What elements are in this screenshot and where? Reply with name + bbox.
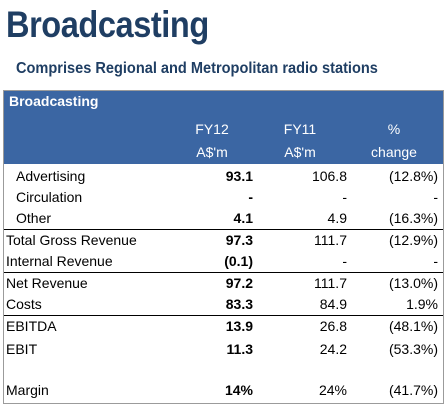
column-header-change: % change — [349, 118, 439, 164]
row-label: Margin — [6, 382, 49, 398]
row-label: Other — [16, 210, 52, 226]
fy12-value: 13.9 — [225, 318, 253, 334]
fy11-value: 111.7 — [314, 275, 347, 291]
fy12-value: 97.3 — [225, 232, 253, 248]
fy12-value: - — [248, 189, 253, 205]
row-label: Total Gross Revenue — [6, 232, 137, 248]
change-value: (48.1%) — [388, 318, 438, 334]
column-header-line2: A$'m — [284, 144, 316, 160]
column-header-line1: FY11 — [283, 121, 317, 137]
column-header-fy11: FY11 A$'m — [258, 118, 342, 164]
fy12-value: 14% — [224, 382, 253, 398]
column-header-line2: A$'m — [196, 144, 228, 160]
change-value: 1.9% — [406, 296, 438, 312]
change-value: (12.9%) — [388, 232, 438, 248]
fy11-value: 26.8 — [319, 318, 347, 334]
table-row: Total Gross Revenue 97.3 111.7 (12.9%) — [4, 229, 443, 251]
fy12-value: 83.3 — [225, 296, 253, 312]
row-label: Net Revenue — [6, 275, 88, 291]
fy12-value: 93.1 — [225, 168, 253, 184]
fy11-value: 84.9 — [319, 296, 347, 312]
change-value: - — [433, 189, 438, 205]
fy11-value: 106.8 — [311, 168, 347, 184]
fy11-value: 24.2 — [319, 341, 347, 357]
fy11-value: 4.9 — [327, 210, 347, 226]
table-row: Costs 83.3 84.9 1.9% — [4, 294, 443, 315]
financial-table: Broadcasting FY12 A$'m FY11 A$'m % chang… — [3, 90, 444, 404]
fy12-value: 97.2 — [225, 275, 253, 291]
row-label: Circulation — [16, 189, 83, 205]
change-value: (13.0%) — [388, 275, 438, 291]
column-header-line1: FY12 — [195, 121, 229, 137]
change-value: (12.8%) — [388, 168, 438, 184]
fy12-value: (0.1) — [224, 253, 253, 269]
table-row: Circulation - - - — [4, 187, 443, 208]
change-value: - — [433, 253, 438, 269]
row-label: Internal Revenue — [6, 253, 113, 269]
row-label: EBITDA — [6, 318, 57, 334]
table-row: EBITDA 13.9 26.8 (48.1%) — [4, 315, 443, 337]
table-row: Other 4.1 4.9 (16.3%) — [4, 208, 443, 229]
change-value: (41.7%) — [388, 382, 438, 398]
column-header-line2: change — [371, 144, 417, 160]
table-row: Margin 14% 24% (41.7%) — [4, 380, 443, 403]
column-header-fy12: FY12 A$'m — [170, 118, 254, 164]
table-title: Broadcasting — [9, 93, 99, 109]
table-row: Net Revenue 97.2 111.7 (13.0%) — [4, 272, 443, 294]
table-row: Advertising 93.1 106.8 (12.8%) — [4, 166, 443, 187]
fy11-value: 24% — [318, 382, 347, 398]
fy12-value: 11.3 — [226, 341, 253, 357]
table-header: Broadcasting FY12 A$'m FY11 A$'m % chang… — [4, 91, 443, 165]
fy11-value: - — [342, 189, 347, 205]
row-label: EBIT — [6, 341, 38, 357]
fy12-value: 4.1 — [233, 210, 253, 226]
change-value: (16.3%) — [388, 210, 438, 226]
table-row: Internal Revenue (0.1) - - — [4, 251, 443, 272]
column-header-line1: % — [387, 121, 401, 137]
page-title: Broadcasting — [6, 4, 209, 45]
fy11-value: - — [342, 253, 347, 269]
page-subtitle: Comprises Regional and Metropolitan radi… — [16, 60, 378, 77]
change-value: (53.3%) — [388, 341, 438, 357]
row-label: Advertising — [16, 168, 86, 184]
fy11-value: 111.7 — [314, 232, 347, 248]
row-spacer — [4, 360, 443, 380]
row-label: Costs — [6, 296, 42, 312]
table-row: EBIT 11.3 24.2 (53.3%) — [4, 339, 443, 360]
table-body: Advertising 93.1 106.8 (12.8%) Circulati… — [4, 166, 443, 403]
